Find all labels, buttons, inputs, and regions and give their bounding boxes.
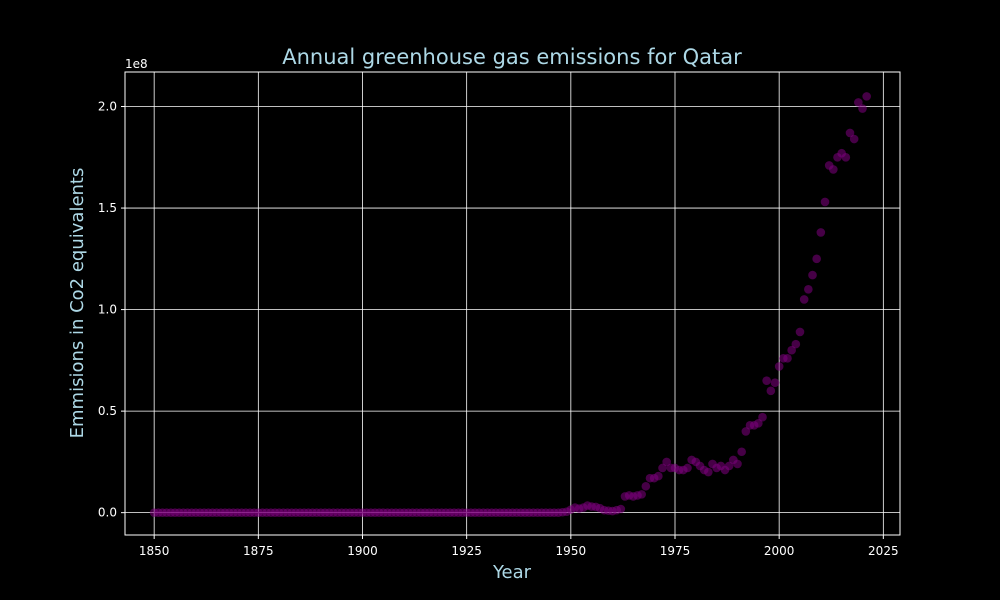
x-axis-ticks: 1850 1875 1900 1925 1950 1975 2000 2025 bbox=[139, 535, 899, 558]
data-points bbox=[149, 92, 871, 517]
data-point bbox=[799, 295, 809, 304]
data-point bbox=[787, 345, 796, 355]
x-tick-label: 1900 bbox=[347, 544, 378, 558]
data-point bbox=[791, 339, 801, 349]
data-point bbox=[795, 327, 805, 337]
data-point bbox=[724, 461, 734, 471]
data-point bbox=[733, 459, 742, 469]
data-point bbox=[741, 427, 751, 436]
data-point bbox=[812, 254, 821, 264]
x-tick-label: 1925 bbox=[451, 544, 482, 558]
data-point bbox=[770, 378, 780, 387]
data-point bbox=[762, 376, 771, 385]
data-point bbox=[808, 270, 817, 280]
x-tick-label: 1850 bbox=[139, 544, 170, 558]
y-axis-offset-label: 1e8 bbox=[125, 57, 148, 71]
data-point bbox=[804, 284, 813, 294]
data-point bbox=[704, 467, 713, 477]
data-point bbox=[654, 471, 663, 481]
data-point bbox=[658, 463, 667, 473]
data-point bbox=[845, 128, 855, 138]
y-axis-label: Emmisions in Co2 equivalents bbox=[67, 168, 88, 439]
x-axis-label: Year bbox=[492, 562, 532, 583]
data-point bbox=[766, 386, 776, 396]
data-point bbox=[641, 481, 651, 491]
data-point bbox=[816, 228, 826, 237]
data-point bbox=[662, 457, 671, 467]
x-tick-label: 1975 bbox=[660, 544, 691, 558]
y-axis-ticks: 0.0 0.5 1.0 1.5 2.0 bbox=[98, 100, 125, 520]
data-point bbox=[841, 152, 851, 162]
data-point bbox=[683, 463, 692, 473]
plot-frame bbox=[124, 71, 901, 536]
data-point bbox=[820, 197, 830, 207]
data-point bbox=[829, 165, 838, 174]
data-point bbox=[737, 447, 746, 457]
x-tick-label: 1875 bbox=[243, 544, 274, 558]
data-point bbox=[862, 92, 871, 101]
data-point bbox=[616, 504, 626, 514]
y-tick-label: 2.0 bbox=[98, 100, 117, 114]
data-point bbox=[754, 419, 763, 428]
data-point bbox=[858, 104, 867, 113]
data-point bbox=[783, 354, 792, 363]
y-tick-label: 0.0 bbox=[98, 506, 117, 520]
x-tick-label: 2000 bbox=[764, 544, 795, 558]
x-tick-label: 2025 bbox=[868, 544, 899, 558]
data-point bbox=[849, 134, 859, 144]
data-point bbox=[774, 362, 784, 371]
y-tick-label: 1.5 bbox=[98, 201, 117, 215]
y-tick-label: 0.5 bbox=[98, 404, 117, 418]
data-point bbox=[637, 490, 646, 499]
x-tick-label: 1950 bbox=[556, 544, 587, 558]
data-point bbox=[758, 412, 767, 422]
y-tick-label: 1.0 bbox=[98, 303, 117, 317]
chart-title: Annual greenhouse gas emissions for Qata… bbox=[282, 45, 742, 69]
data-point bbox=[854, 98, 863, 107]
